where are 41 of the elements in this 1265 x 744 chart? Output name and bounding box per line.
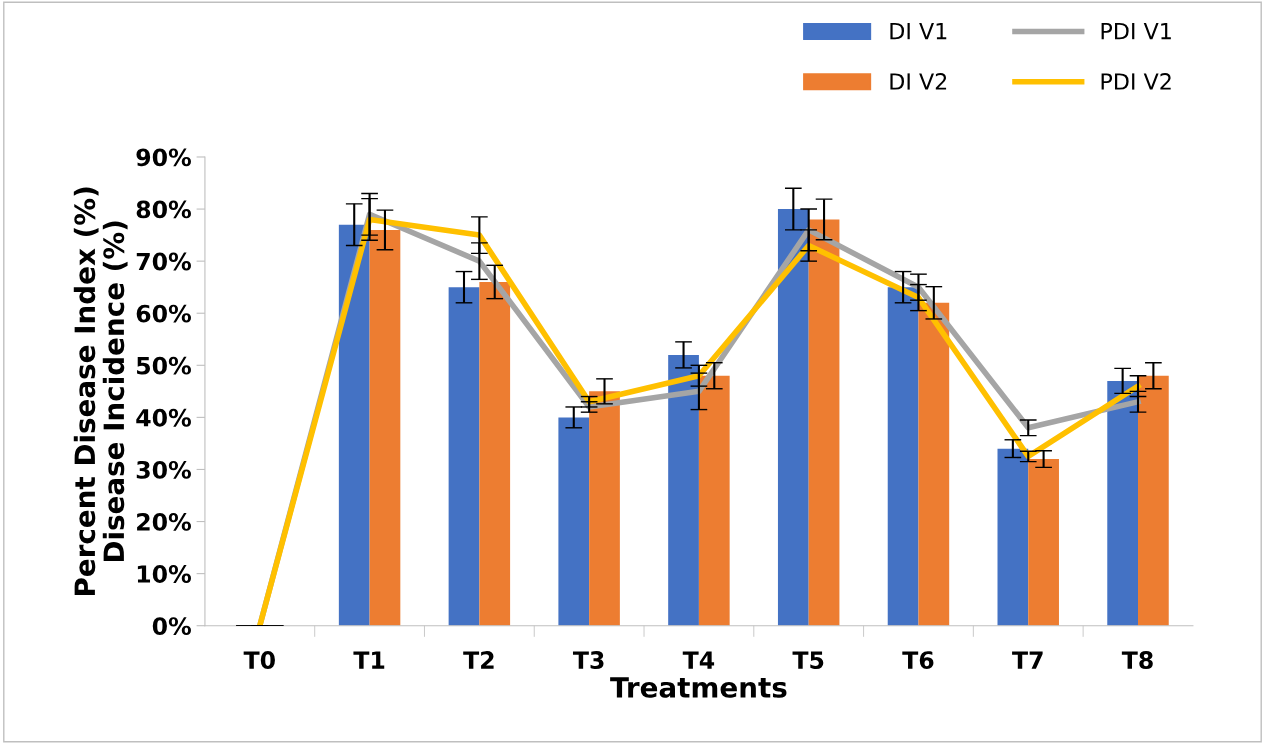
bar — [479, 281, 511, 626]
legend-label: PDI V2 — [1101, 73, 1171, 90]
y-tick-label: 70% — [136, 252, 191, 271]
x-tick-label: T6 — [902, 651, 934, 669]
y-axis-title: Percent Disease Index (%) Disease Incidence (%) — [73, 187, 128, 595]
bar — [1028, 459, 1059, 626]
y-tick-label: 10% — [137, 565, 191, 583]
bar — [997, 448, 1029, 626]
bar — [1138, 375, 1169, 626]
bar — [448, 287, 480, 626]
bar — [589, 391, 620, 626]
bar — [698, 375, 730, 626]
y-tick-label: 40% — [136, 408, 191, 427]
bar — [668, 354, 699, 626]
bar — [777, 209, 809, 626]
y-tick-label: 60% — [136, 304, 191, 323]
bar — [887, 287, 919, 626]
y-tick-label: 0% — [152, 617, 191, 636]
y-tick-label: 30% — [136, 460, 191, 479]
y-tick-label: 20% — [137, 512, 191, 531]
bar — [369, 229, 401, 626]
x-tick-label: T1 — [353, 651, 385, 669]
legend-label: DI V1 — [890, 22, 947, 40]
x-tick-label: T0 — [243, 651, 275, 669]
x-tick-label: T8 — [1121, 651, 1153, 669]
y-tick-label: 80% — [136, 200, 191, 219]
bar — [338, 224, 370, 626]
legend-label: DI V2 — [890, 73, 947, 90]
bar — [918, 302, 950, 626]
x-tick-label: T3 — [572, 651, 604, 669]
legend-label: PDI V1 — [1101, 22, 1171, 40]
x-tick-label: T5 — [792, 651, 824, 669]
x-tick-label: T7 — [1012, 651, 1043, 669]
bar — [558, 417, 590, 626]
x-axis-title: Treatments — [610, 677, 787, 698]
y-tick-label: 90% — [136, 148, 191, 167]
x-tick-label: T4 — [682, 651, 715, 669]
x-tick-label: T2 — [463, 651, 494, 669]
bar — [808, 219, 840, 626]
y-tick-label: 50% — [137, 356, 191, 375]
bar — [1107, 380, 1139, 626]
